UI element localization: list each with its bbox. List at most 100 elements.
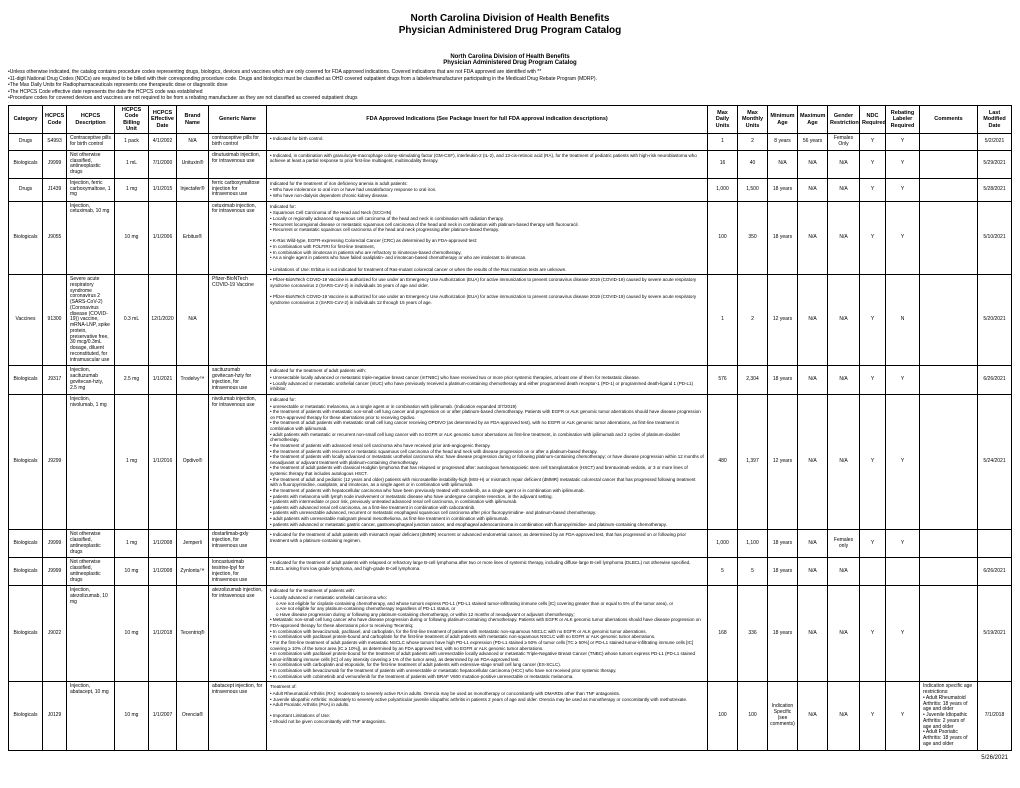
main-title: North Carolina Division of Health Benefi… <box>8 13 1012 36</box>
table-cell: N/A <box>798 586 828 682</box>
table-cell: J9022 <box>43 586 67 682</box>
table-cell: Biologicals <box>9 201 43 275</box>
table-cell: Y <box>860 275 886 366</box>
table-cell: J9999 <box>43 530 67 558</box>
table-cell: 56 years <box>798 134 828 151</box>
column-header: Max Daily Units <box>708 106 738 134</box>
indications-header: Indicated for the treatment of iron defi… <box>270 181 704 187</box>
table-cell: ferric carboxymaltose injection for intr… <box>209 178 267 201</box>
table-cell: Indication specific age restrictions: • … <box>920 682 978 750</box>
table-cell: Contraceptive pills for birth control <box>67 134 115 151</box>
table-cell: J9999 <box>43 150 67 178</box>
indication-line: • Who have non-dialysis dependent chroni… <box>270 193 704 199</box>
table-row: BiologicalsJ9299Injection, nivolumab, 1 … <box>9 394 1012 529</box>
table-cell: 7/1/2018 <box>978 682 1012 750</box>
table-cell: sacituzumab govitecan-hziy for injection… <box>209 366 267 395</box>
table-cell: dinutuximab injection, for intravenous u… <box>209 150 267 178</box>
table-cell: 2 <box>738 275 768 366</box>
table-cell: N/A <box>828 150 860 178</box>
table-cell: 2.5 mg <box>115 366 149 395</box>
table-cell: 1/1/2021 <box>149 366 177 395</box>
column-header: NDC Required <box>860 106 886 134</box>
table-cell: 10 mg <box>115 682 149 750</box>
table-cell: 1 mL <box>115 150 149 178</box>
table-cell: Y <box>860 178 886 201</box>
drug-catalog-table: CategoryHCPCS CodeHCPCS DescriptionHCPCS… <box>8 105 1012 751</box>
table-header: CategoryHCPCS CodeHCPCS DescriptionHCPCS… <box>9 106 1012 134</box>
table-cell: 12 years <box>768 275 798 366</box>
header-notes: •Unless otherwise indicated, the catalog… <box>8 69 1012 101</box>
table-cell: 16 <box>708 150 738 178</box>
table-row: DrugsS4993Contraceptive pills for birth … <box>9 134 1012 151</box>
table-cell: 18 years <box>768 366 798 395</box>
table-cell: Biologicals <box>9 150 43 178</box>
indication-line: • In combination with paclitaxel protein… <box>270 651 704 662</box>
table-cell <box>920 275 978 366</box>
table-cell: • Indicated for the treatment of adult p… <box>267 558 708 586</box>
indications-header: Indicated for: <box>270 397 704 403</box>
indication-line: • Limitations of Use: Erbitux is not ind… <box>270 267 704 273</box>
table-cell: Y <box>886 530 920 558</box>
table-cell: Indicated for:• unresectable or metastat… <box>267 394 708 529</box>
table-cell: Y <box>886 134 920 151</box>
table-cell: Biologicals <box>9 394 43 529</box>
table-cell: 6/26/2021 <box>978 558 1012 586</box>
table-cell <box>920 201 978 275</box>
indication-line: • Unresectable locally advanced or metas… <box>270 375 704 381</box>
table-cell: 12/1/2020 <box>149 275 177 366</box>
column-header: Rebating Labeler Required <box>886 106 920 134</box>
column-header: Category <box>9 106 43 134</box>
table-cell: 0.3 mL <box>115 275 149 366</box>
indication-line: • the treatment of adult patients with m… <box>270 420 704 431</box>
table-cell: Y <box>886 178 920 201</box>
table-cell: N/A <box>828 558 860 586</box>
table-cell: Treatment of:• Adult Rheumatoid Arthriti… <box>267 682 708 750</box>
table-cell: 1/1/2018 <box>149 586 177 682</box>
table-row: BiologicalsJ9999Not otherwise classified… <box>9 150 1012 178</box>
table-cell: N/A <box>798 178 828 201</box>
table-cell: Y <box>860 201 886 275</box>
table-cell: S4993 <box>43 134 67 151</box>
table-cell: dostarlimab-gxly injection, for intraven… <box>209 530 267 558</box>
indication-line: • the treatment of patients with locally… <box>270 454 704 465</box>
table-cell: 1/1/2015 <box>149 178 177 201</box>
table-cell: 1 <box>708 275 738 366</box>
table-row: BiologicalsJ0129Injection, abatacept, 10… <box>9 682 1012 750</box>
table-cell: cetuximab injection, for intravenous use <box>209 201 267 275</box>
table-cell: Y <box>886 394 920 529</box>
table-cell: Y <box>886 201 920 275</box>
column-header: HCPCS Description <box>67 106 115 134</box>
indications-header: Indicated for the treatment of patients … <box>270 588 704 594</box>
table-cell: Y <box>886 366 920 395</box>
column-header: Minimum Age <box>768 106 798 134</box>
table-cell: N/A <box>828 394 860 529</box>
table-cell: Not otherwise classified, antineoplastic… <box>67 558 115 586</box>
indication-line: • Indicated for the treatment of adult p… <box>270 532 704 543</box>
table-cell: 1/1/2006 <box>149 201 177 275</box>
table-cell: N/A <box>798 201 828 275</box>
table-cell: Injectafer® <box>177 178 209 201</box>
column-header: Last Modified Date <box>978 106 1012 134</box>
table-cell: 1/1/2008 <box>149 530 177 558</box>
table-cell: Pfizer-BioNTech COVID-19 Vaccine <box>209 275 267 366</box>
table-cell: Biologicals <box>9 682 43 750</box>
table-cell: N/A <box>768 150 798 178</box>
column-header: Maximum Age <box>798 106 828 134</box>
table-cell: 1/1/2008 <box>149 558 177 586</box>
table-cell: J9055 <box>43 201 67 275</box>
table-cell: Y <box>860 366 886 395</box>
table-cell: abatacept injection, for intravenous use <box>209 682 267 750</box>
indications-header: Treatment of: <box>270 684 704 690</box>
table-cell: 1,000 <box>708 530 738 558</box>
note-line: •Procedure codes for covered devices and… <box>8 95 1012 101</box>
indication-line: • In combination with cobimetinib and ve… <box>270 674 704 680</box>
table-cell: Indicated for:• Squamous Cell Carcinoma … <box>267 201 708 275</box>
table-cell: contraceptive pills for birth control <box>209 134 267 151</box>
table-cell: 1,100 <box>738 530 768 558</box>
indication-line: • Pfizer-BioNTech COVID-19 Vaccine is au… <box>270 277 704 288</box>
table-cell: 576 <box>708 366 738 395</box>
indication-line: • the treatment of patients with metasta… <box>270 409 704 420</box>
table-cell: N/A <box>798 275 828 366</box>
table-cell: 1,000 <box>708 178 738 201</box>
table-cell <box>920 558 978 586</box>
